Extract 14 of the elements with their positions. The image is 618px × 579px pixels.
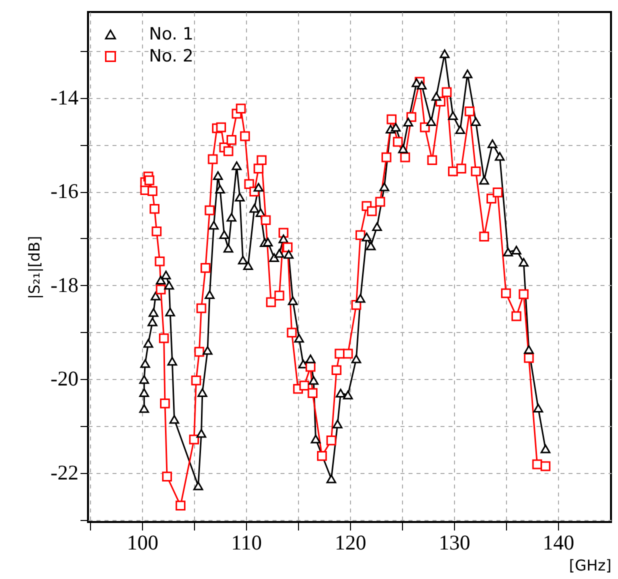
y-tick-label: -20 (50, 366, 78, 391)
y-tick-label: -14 (50, 85, 79, 110)
x-tick-label: 120 (334, 530, 366, 554)
y-tick-label: -18 (50, 272, 78, 297)
y-tick-label: -16 (50, 179, 78, 204)
x-tick-label: 130 (438, 530, 470, 554)
y-tick-label: -22 (50, 460, 78, 484)
legend-label: No. 1 (149, 24, 194, 44)
x-tick-label: 140 (542, 530, 574, 554)
y-axis-title: |S₂₁|[dB] (26, 236, 44, 300)
x-tick-label: 100 (126, 530, 158, 554)
x-axis-title: [GHz] (569, 556, 612, 574)
legend-label: No. 2 (149, 46, 194, 66)
x-tick-label: 110 (231, 530, 262, 554)
